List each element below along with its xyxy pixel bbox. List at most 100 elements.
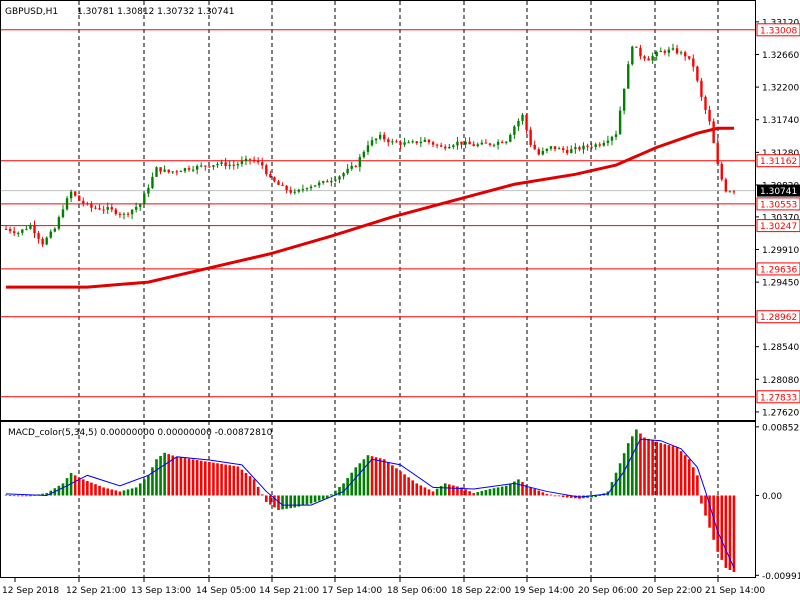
candle [627, 61, 630, 89]
macd-y-tick-label: 0.00 [762, 492, 782, 502]
macd-bar [452, 485, 455, 496]
candle [517, 118, 520, 131]
candle [484, 139, 488, 144]
macd-bar [391, 465, 394, 496]
macd-bar [94, 484, 97, 496]
y-tick-label: 1.28080 [762, 376, 799, 386]
macd-bar [256, 486, 260, 496]
candle [407, 140, 410, 144]
macd-y-tick-label: 0.008525 [762, 423, 800, 433]
macd-bar [82, 479, 85, 496]
macd-bar [488, 489, 492, 496]
candle [720, 161, 723, 182]
candle [204, 165, 207, 171]
candle [240, 156, 244, 167]
macd-bar [358, 463, 362, 496]
candle [326, 179, 329, 183]
macd-bar [224, 464, 227, 496]
macd-bar [4, 494, 8, 496]
candle [399, 140, 402, 150]
macd-bar [138, 483, 142, 496]
candle [655, 50, 658, 61]
macd-bar [321, 495, 325, 500]
x-tick-label: 12 Sep 2018 [2, 586, 59, 596]
candle [728, 190, 732, 193]
candle [102, 205, 105, 214]
macd-bar [594, 495, 597, 498]
candle [553, 146, 557, 152]
candle [330, 177, 333, 187]
macd-title: MACD_color(5,34,5) 0.00000000 0.00000000… [8, 428, 273, 438]
macd-bar [228, 465, 231, 496]
candle [25, 225, 28, 231]
macd-bar [126, 489, 130, 496]
candle [155, 166, 158, 178]
candle [106, 202, 109, 214]
candle [415, 141, 418, 145]
macd-bar [163, 452, 166, 496]
candle [195, 164, 199, 175]
candle [90, 201, 93, 212]
macd-bar [366, 455, 370, 496]
macd-bar [476, 492, 480, 496]
candle [444, 144, 447, 151]
candle [411, 139, 414, 144]
macd-bar [45, 493, 48, 496]
macd-bar [297, 495, 301, 507]
x-tick-label: 14 Sep 21:00 [259, 586, 319, 596]
candle [285, 184, 288, 194]
macd-bar [273, 495, 276, 508]
candle [647, 56, 650, 61]
y-tick-label: 1.32660 [762, 51, 799, 61]
candle [338, 175, 341, 184]
candle [57, 215, 61, 231]
candle [53, 227, 57, 233]
candle [488, 142, 492, 147]
candle [541, 147, 545, 156]
candle [582, 142, 585, 154]
candle [476, 142, 479, 148]
candle [309, 184, 313, 191]
candle [191, 165, 195, 173]
macd-bar [696, 475, 699, 496]
level-labels: 1.33008 1.31162 1.30553 1.30247 1.29636 1.289… [756, 23, 800, 404]
candle [631, 45, 634, 66]
macd-bar [244, 472, 248, 496]
x-tick-label: 17 Sep 14:00 [322, 586, 382, 596]
macd-bar [77, 477, 81, 496]
candle [208, 166, 211, 168]
macd-bar [12, 495, 16, 497]
macd-bar [541, 492, 545, 496]
candle [37, 231, 40, 244]
macd-bar [159, 456, 162, 496]
macd-bar [41, 493, 44, 496]
macd-bar [21, 495, 24, 497]
y-tick-label: 1.32200 [762, 84, 799, 94]
candle [346, 164, 349, 176]
macd-bar [561, 495, 565, 498]
macd-bar [468, 491, 471, 496]
macd-bar [496, 487, 500, 496]
candle [671, 43, 675, 51]
level-label-box [756, 310, 800, 324]
candle [586, 143, 589, 151]
macd-bar [374, 457, 378, 496]
candle [602, 140, 606, 147]
candle [460, 141, 463, 149]
candle [614, 130, 618, 141]
macd-bar [439, 486, 443, 496]
macd-bar [435, 488, 439, 496]
macd-bar [240, 469, 244, 496]
macd-bar [342, 483, 345, 496]
chart-ohlc: 1.30781 1.30812 1.30732 1.30741 [77, 7, 234, 17]
macd-bar [675, 447, 679, 496]
candle [114, 207, 118, 216]
level-label: 1.29636 [760, 265, 797, 275]
candle [435, 143, 439, 149]
candle [130, 209, 134, 220]
candle [622, 88, 626, 115]
macd-bar [509, 483, 512, 496]
candle [252, 156, 256, 164]
macd-bar [387, 462, 390, 496]
